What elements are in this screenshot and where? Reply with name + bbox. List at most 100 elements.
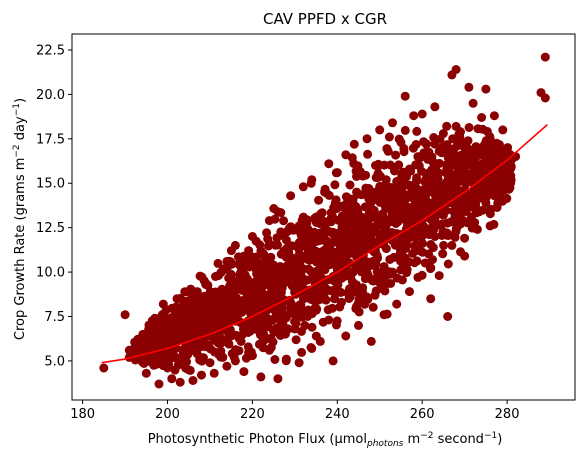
scatter-point xyxy=(346,194,356,204)
scatter-point xyxy=(258,343,268,353)
scatter-point xyxy=(468,98,478,108)
scatter-point xyxy=(328,356,338,366)
scatter-point xyxy=(382,144,392,154)
scatter-point xyxy=(363,294,373,304)
scatter-point xyxy=(430,214,440,223)
scatter-point xyxy=(369,206,379,216)
scatter-point xyxy=(477,113,487,122)
scatter-point xyxy=(343,288,353,298)
scatter-point xyxy=(307,322,317,332)
scatter-point xyxy=(291,335,301,345)
scatter-point xyxy=(396,265,406,275)
scatter-point xyxy=(331,168,341,178)
scatter-point xyxy=(358,287,367,297)
scatter-point xyxy=(540,52,550,62)
scatter-point xyxy=(184,303,194,313)
scatter-point xyxy=(451,180,461,190)
scatter-point xyxy=(468,167,478,177)
scatter-point xyxy=(485,209,495,219)
scatter-point xyxy=(306,178,316,188)
scatter-point xyxy=(223,284,233,294)
scatter-point xyxy=(481,84,491,94)
scatter-point xyxy=(216,268,226,278)
scatter-point xyxy=(266,283,276,293)
scatter-point xyxy=(498,196,508,206)
scatter-points xyxy=(99,52,550,389)
x-tick-label: 280 xyxy=(495,407,520,422)
y-axis-ticks: 5.0 7.5 10.0 12.5 15.0 17.5 20.0 22.5 xyxy=(36,43,72,369)
scatter-point xyxy=(266,333,276,343)
scatter-point xyxy=(184,286,194,296)
scatter-point xyxy=(409,195,419,205)
scatter-point xyxy=(413,203,423,213)
scatter-point xyxy=(412,126,422,136)
scatter-point xyxy=(386,279,396,288)
scatter-point xyxy=(398,167,408,177)
scatter-point xyxy=(298,212,308,222)
chart-title: CAV PPFD x CGR xyxy=(263,10,387,28)
scatter-point xyxy=(481,136,491,146)
scatter-point xyxy=(298,182,308,192)
scatter-point xyxy=(384,132,394,142)
scatter-point xyxy=(447,240,457,250)
scatter-point xyxy=(392,299,402,309)
scatter-point xyxy=(197,370,206,380)
scatter-point xyxy=(430,102,440,112)
scatter-point xyxy=(266,264,276,274)
scatter-point xyxy=(479,145,489,155)
scatter-point xyxy=(376,229,386,238)
scatter-point xyxy=(283,246,293,256)
scatter-point xyxy=(382,309,392,319)
scatter-point xyxy=(203,340,213,350)
scatter-point xyxy=(443,312,453,321)
scatter-point xyxy=(390,166,399,176)
scatter-point xyxy=(426,240,436,249)
scatter-point xyxy=(366,233,376,243)
scatter-point xyxy=(462,218,472,228)
scatter-point xyxy=(259,249,269,259)
scatter-point xyxy=(489,111,499,121)
scatter-point xyxy=(213,258,223,268)
scatter-point xyxy=(308,232,318,242)
scatter-point xyxy=(332,229,341,239)
scatter-point xyxy=(256,372,266,382)
scatter-point xyxy=(234,346,244,356)
scatter-point xyxy=(429,224,439,234)
scatter-point xyxy=(266,296,276,306)
scatter-point xyxy=(332,316,342,326)
scatter-point xyxy=(398,177,408,187)
scatter-point xyxy=(300,321,310,330)
scatter-point xyxy=(324,159,334,169)
scatter-point xyxy=(203,315,213,324)
scatter-point xyxy=(279,216,289,226)
x-tick-label: 200 xyxy=(155,407,180,422)
scatter-point xyxy=(373,172,383,182)
scatter-point xyxy=(369,275,379,284)
scatter-point xyxy=(243,342,253,352)
scatter-point xyxy=(409,111,419,121)
scatter-point xyxy=(435,220,445,230)
scatter-point xyxy=(252,266,261,276)
scatter-point xyxy=(489,219,499,229)
scatter-point xyxy=(214,290,224,300)
scatter-point xyxy=(296,267,306,277)
scatter-point xyxy=(154,379,164,389)
scatter-point xyxy=(244,256,254,266)
scatter-point xyxy=(294,358,304,368)
scatter-point xyxy=(120,310,130,320)
scatter-point xyxy=(193,302,203,312)
scatter-point xyxy=(434,271,444,281)
scatter-point xyxy=(473,124,483,134)
scatter-point xyxy=(286,299,296,309)
scatter-point xyxy=(161,305,171,315)
scatter-point xyxy=(314,195,324,205)
scatter-point xyxy=(194,313,204,323)
scatter-point xyxy=(406,166,416,176)
scatter-point xyxy=(343,212,353,222)
scatter-point xyxy=(400,214,410,224)
scatter-point xyxy=(366,336,376,346)
scatter-point xyxy=(400,125,410,135)
scatter-point xyxy=(426,263,436,273)
scatter-point xyxy=(335,302,345,312)
